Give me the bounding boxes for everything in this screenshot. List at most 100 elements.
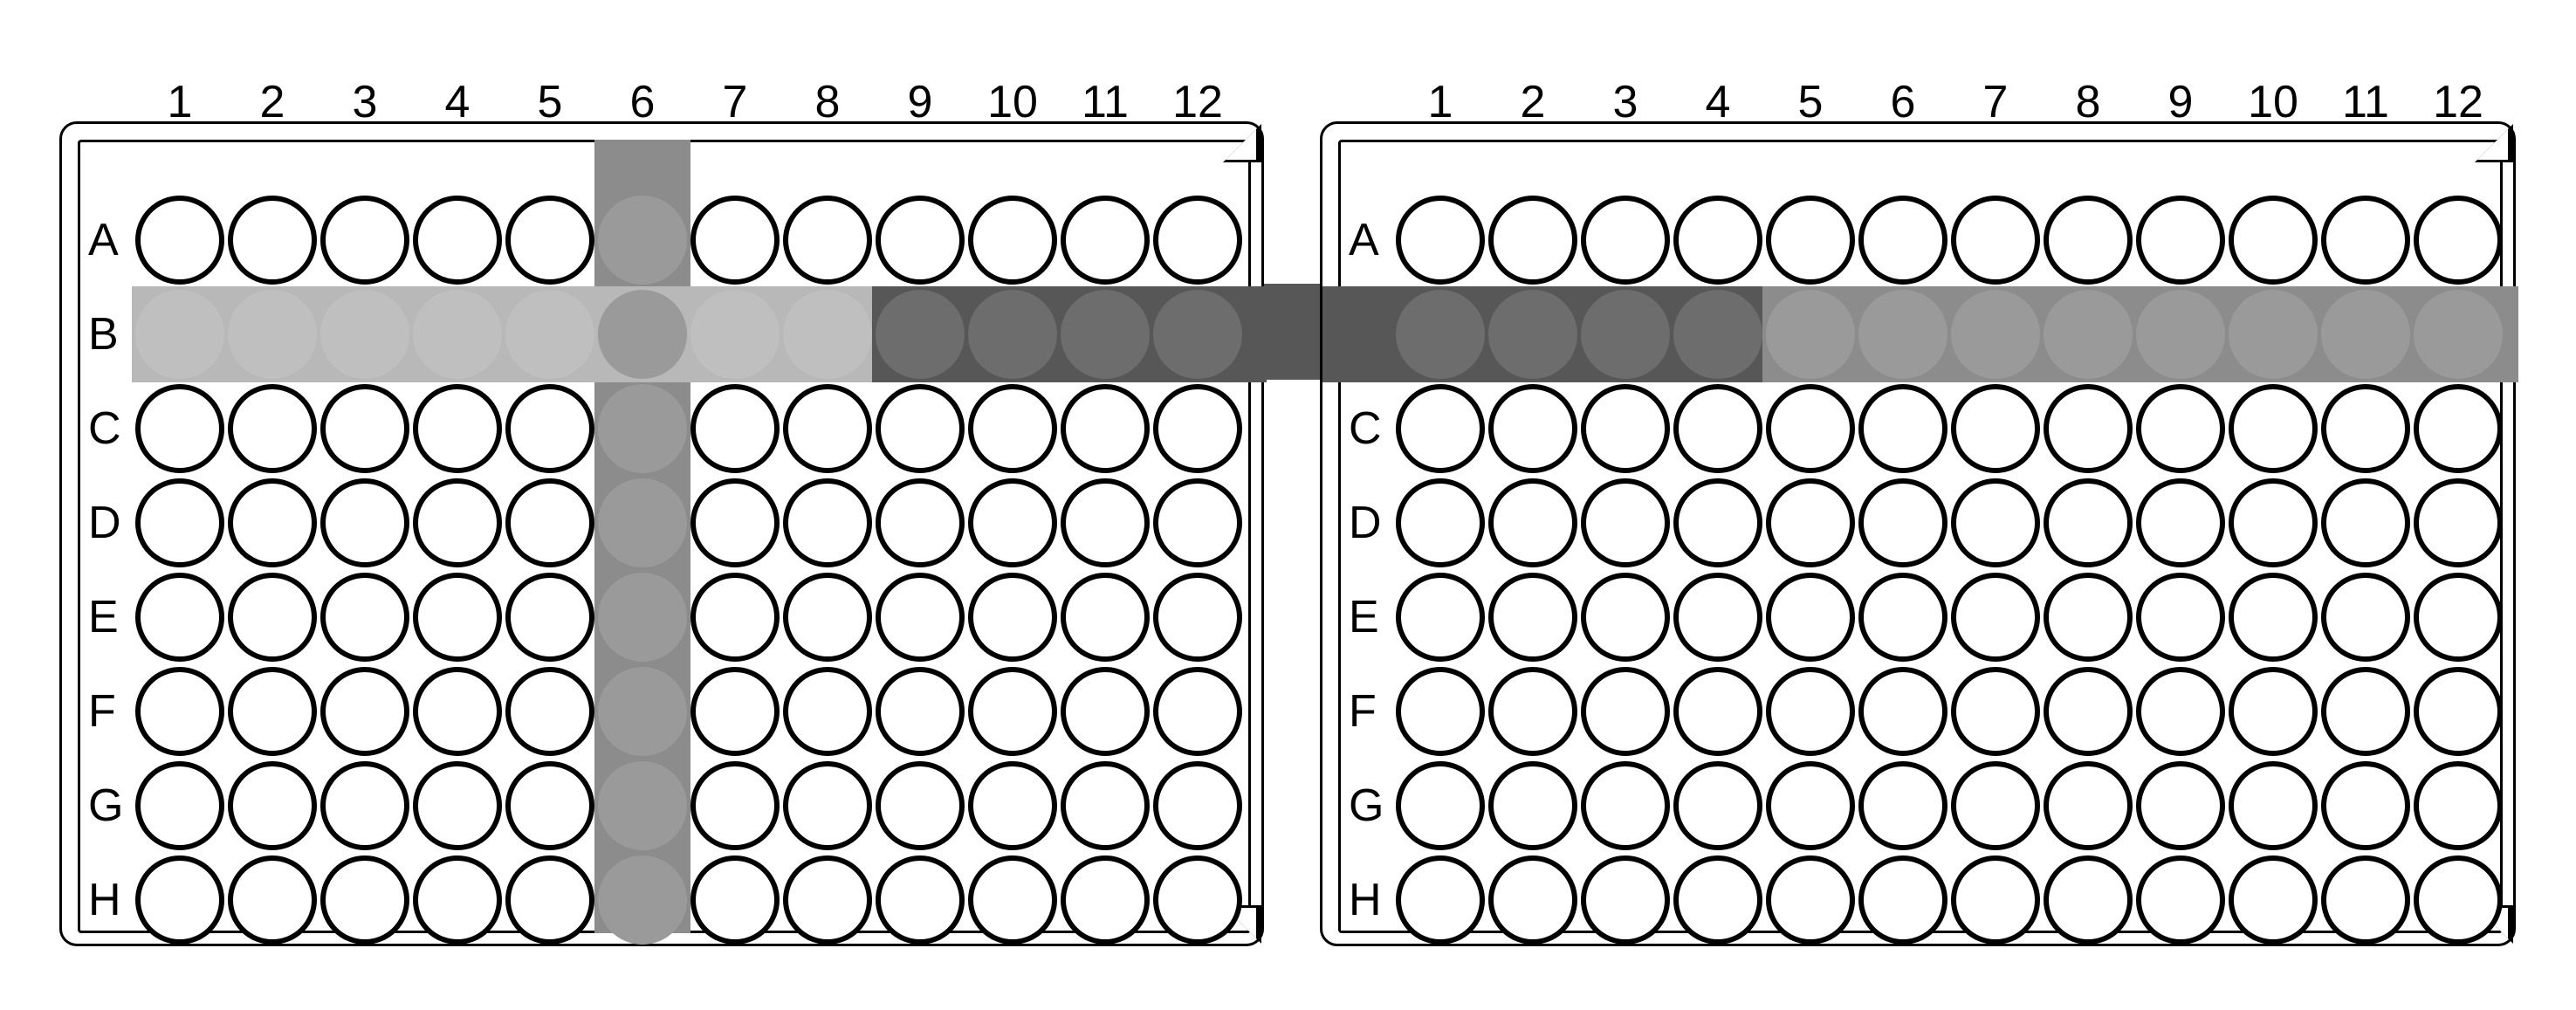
plate1-well-G11	[1061, 761, 1150, 850]
plate2-well-D4	[1673, 478, 1762, 567]
plate1-well-G7	[690, 761, 780, 850]
plate1-well-A10	[968, 196, 1057, 285]
plate2-well-F5	[1766, 667, 1855, 756]
plate2-well-E10	[2229, 573, 2318, 662]
plate1-row-label-D: D	[88, 497, 121, 549]
plate1-row-label-H: H	[88, 874, 121, 926]
plate1-well-B6	[598, 290, 687, 379]
plate1-well-A3	[320, 196, 409, 285]
plate2-row-label-E: E	[1349, 591, 1379, 643]
plate2-well-D6	[1858, 478, 1947, 567]
plate2-col-label-10: 10	[2238, 76, 2308, 128]
plate1-well-A9	[876, 196, 965, 285]
plate2-col-label-2: 2	[1498, 76, 1568, 128]
plate2-well-C6	[1858, 384, 1947, 473]
plate2-well-H6	[1858, 855, 1947, 945]
plate1-well-B4	[413, 290, 502, 379]
plate2-well-G1	[1396, 761, 1485, 850]
plate2-well-A10	[2229, 196, 2318, 285]
plate1-well-E10	[968, 573, 1057, 662]
plate1-well-D2	[228, 478, 317, 567]
plate1-well-F10	[968, 667, 1057, 756]
plate2-col-label-6: 6	[1868, 76, 1938, 128]
plate1-well-D12	[1153, 478, 1242, 567]
plate1-well-F9	[876, 667, 965, 756]
plate1-well-E3	[320, 573, 409, 662]
plate1-well-B8	[783, 290, 872, 379]
plate2-well-G11	[2321, 761, 2410, 850]
plate1-well-C11	[1061, 384, 1150, 473]
plate2-well-H2	[1488, 855, 1577, 945]
plate2-well-G12	[2414, 761, 2503, 850]
plate1-col-label-12: 12	[1163, 76, 1233, 128]
plate2-well-A1	[1396, 196, 1485, 285]
plate1-well-H9	[876, 855, 965, 945]
plate2-well-A7	[1951, 196, 2040, 285]
plate2-well-C9	[2136, 384, 2225, 473]
plate2-well-D10	[2229, 478, 2318, 567]
plate2-well-F12	[2414, 667, 2503, 756]
plate2-well-A9	[2136, 196, 2225, 285]
plate2-well-B12	[2414, 290, 2503, 379]
plate2-col-label-1: 1	[1405, 76, 1475, 128]
plate1-well-E8	[783, 573, 872, 662]
plate2-well-E8	[2044, 573, 2133, 662]
plate1-well-B10	[968, 290, 1057, 379]
plate1-row-label-B: B	[88, 308, 119, 361]
plate1-well-C5	[505, 384, 594, 473]
plate2-well-F2	[1488, 667, 1577, 756]
plate1-well-H1	[135, 855, 224, 945]
plate2-well-B6	[1858, 290, 1947, 379]
plate2-well-E2	[1488, 573, 1577, 662]
plate2-well-D5	[1766, 478, 1855, 567]
plate1-well-G3	[320, 761, 409, 850]
plate2-row-label-G: G	[1349, 780, 1384, 832]
plate1-well-A11	[1061, 196, 1150, 285]
plate1-well-E7	[690, 573, 780, 662]
plate2-well-D9	[2136, 478, 2225, 567]
plate1-well-D11	[1061, 478, 1150, 567]
plate1-row-label-F: F	[88, 685, 116, 738]
plate2-well-E1	[1396, 573, 1485, 662]
plate2-well-D8	[2044, 478, 2133, 567]
plate1-col-label-7: 7	[700, 76, 770, 128]
plate1-well-F5	[505, 667, 594, 756]
plate1-well-G6	[598, 761, 687, 850]
plate1-well-C10	[968, 384, 1057, 473]
plate1-col-label-6: 6	[608, 76, 677, 128]
plate2-col-label-4: 4	[1683, 76, 1753, 128]
plate2-well-C11	[2321, 384, 2410, 473]
plate1-col-label-2: 2	[237, 76, 307, 128]
plate2-row-label-C: C	[1349, 402, 1382, 455]
plate1-well-D6	[598, 478, 687, 567]
plate1-well-E6	[598, 573, 687, 662]
plate1-well-F4	[413, 667, 502, 756]
plate1-well-C2	[228, 384, 317, 473]
plate1-col-label-5: 5	[515, 76, 585, 128]
plate1-well-B11	[1061, 290, 1150, 379]
plate2-col-label-8: 8	[2053, 76, 2123, 128]
plate1-well-D7	[690, 478, 780, 567]
plate1-well-H12	[1153, 855, 1242, 945]
plate1-well-E9	[876, 573, 965, 662]
plate1-well-H6	[598, 855, 687, 945]
plate1-well-F2	[228, 667, 317, 756]
plate2-well-D12	[2414, 478, 2503, 567]
plate2-well-G6	[1858, 761, 1947, 850]
plate1-row-label-E: E	[88, 591, 119, 643]
plate1-row-label-C: C	[88, 402, 121, 455]
plate2-col-label-5: 5	[1776, 76, 1845, 128]
plate1-well-H2	[228, 855, 317, 945]
plate2-well-F4	[1673, 667, 1762, 756]
plate1-col-label-4: 4	[422, 76, 492, 128]
plate2-well-F10	[2229, 667, 2318, 756]
plate1-well-G5	[505, 761, 594, 850]
plate1-well-A1	[135, 196, 224, 285]
plate2-well-E9	[2136, 573, 2225, 662]
plate1-well-H11	[1061, 855, 1150, 945]
plate1-well-D9	[876, 478, 965, 567]
plate2-well-G3	[1581, 761, 1670, 850]
plate2-well-H12	[2414, 855, 2503, 945]
plate2-well-H3	[1581, 855, 1670, 945]
plate1-well-H8	[783, 855, 872, 945]
